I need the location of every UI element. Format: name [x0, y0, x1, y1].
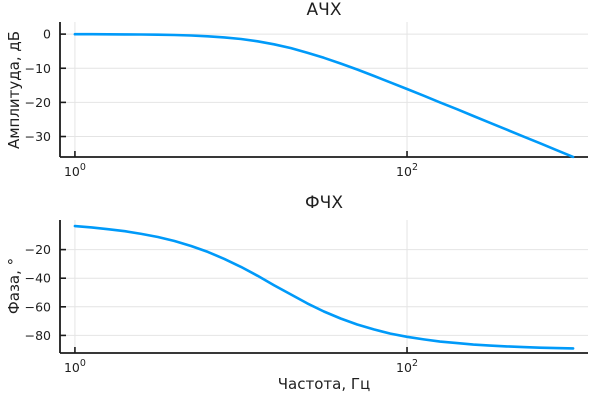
x-tick-label: 102: [396, 162, 418, 179]
y-tick-label: −20: [25, 242, 51, 257]
y-tick-label: −40: [25, 271, 51, 286]
amplitude-plot-title: АЧХ: [306, 0, 342, 20]
y-tick-label: −30: [25, 129, 51, 144]
x-tick-label: 100: [64, 162, 86, 179]
series-line-amplitude-db: [73, 32, 575, 159]
x-tick-label: 102: [396, 358, 418, 375]
amplitude-y-axis-label: Амплитуда, дБ: [5, 30, 23, 150]
series-line-phase-deg: [73, 224, 575, 350]
x-axis-label: Частота, Гц: [277, 375, 371, 393]
y-tick-label: −10: [25, 61, 51, 76]
y-tick-label: −80: [25, 328, 51, 343]
x-tick-label: 100: [64, 358, 86, 375]
phase-plot-title: ФЧХ: [305, 193, 343, 213]
y-tick-label: 0: [43, 27, 51, 42]
phase-y-axis-label: Фаза, °: [5, 257, 23, 315]
y-tick-label: −60: [25, 299, 51, 314]
y-tick-label: −20: [25, 95, 51, 110]
